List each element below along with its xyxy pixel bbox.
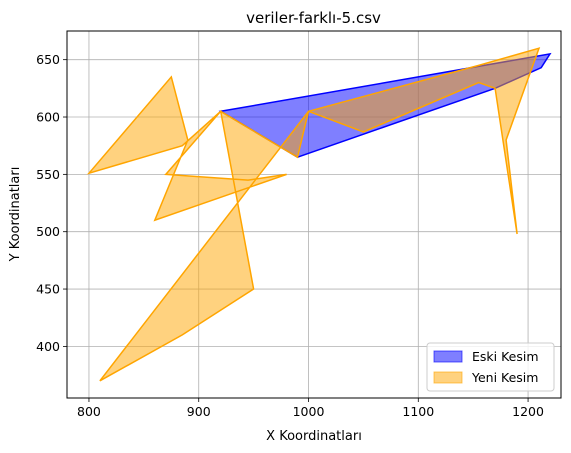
x-tick-label: 800 <box>77 404 101 419</box>
plot-frame <box>66 30 562 399</box>
legend-swatch-eski-kesim <box>433 350 463 363</box>
x-axis-label: X Koordinatları <box>266 429 362 444</box>
y-tick-label: 650 <box>36 52 60 67</box>
y-tick-label: 500 <box>36 224 60 239</box>
y-axis-label: Y Koordinatları <box>8 167 23 263</box>
y-tick-label: 550 <box>36 167 60 182</box>
legend: Eski Kesim Yeni Kesim <box>426 342 555 392</box>
x-tick-label: 1000 <box>293 404 325 419</box>
x-tick-label: 1200 <box>512 404 544 419</box>
series-polygon-yeni-kesim <box>86 47 541 382</box>
tick-layer: 800 900 1000 1100 1200 400 450 500 550 600 650 <box>36 52 544 419</box>
x-tick-label: 900 <box>187 404 211 419</box>
chart-title: veriler-farklı-5.csv <box>246 9 381 27</box>
y-tick-label: 450 <box>36 282 60 297</box>
y-tick-label: 400 <box>36 339 60 354</box>
x-tick-label: 1100 <box>402 404 434 419</box>
legend-label-yeni-kesim: Yeni Kesim <box>471 370 538 385</box>
legend-label-eski-kesim: Eski Kesim <box>472 349 539 364</box>
series-layer <box>86 47 552 382</box>
y-tick-label: 600 <box>36 110 60 125</box>
legend-swatch-yeni-kesim <box>433 371 463 384</box>
